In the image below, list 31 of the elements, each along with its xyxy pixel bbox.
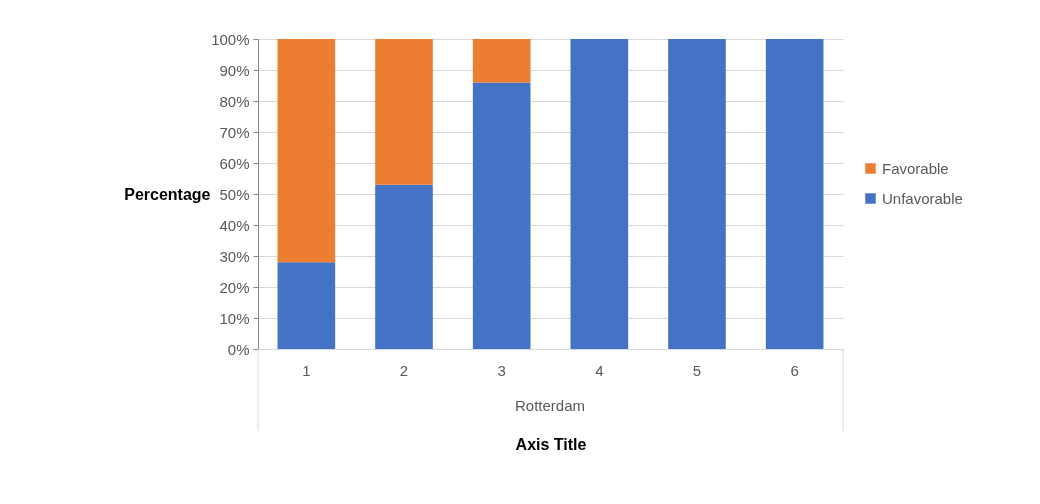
y-tick-label: 20% bbox=[219, 278, 250, 296]
bar bbox=[765, 39, 824, 349]
bar bbox=[277, 262, 336, 349]
y-axis-title: Percentage bbox=[124, 185, 211, 203]
y-tick-label: 90% bbox=[219, 61, 250, 79]
y-tick-label: 80% bbox=[219, 92, 250, 110]
text: Rotterdam bbox=[514, 397, 586, 414]
legend-label: Favorable bbox=[882, 159, 949, 177]
y-tick-label: 70% bbox=[219, 123, 250, 141]
bar bbox=[277, 39, 336, 263]
y-tick-label: 100% bbox=[211, 30, 250, 48]
bar bbox=[472, 82, 531, 349]
y-tick-label: 0% bbox=[227, 340, 250, 358]
x-tick-label: 4 bbox=[595, 361, 604, 379]
y-tick-label: 30% bbox=[219, 247, 250, 265]
y-tick-label: 10% bbox=[219, 309, 250, 327]
x-axis-title: Axis Title bbox=[515, 435, 587, 453]
x-tick-label: 3 bbox=[497, 361, 506, 379]
x-tick-label: 2 bbox=[399, 361, 409, 379]
bar bbox=[472, 39, 531, 83]
y-tick-label: 60% bbox=[219, 154, 250, 172]
x-tick-label: 5 bbox=[692, 361, 702, 379]
y-tick-label: 50% bbox=[219, 185, 250, 203]
bar bbox=[668, 39, 726, 349]
bar bbox=[570, 39, 629, 349]
y-tick-label: 40% bbox=[219, 216, 250, 234]
bar bbox=[375, 184, 433, 349]
x-tick-label: 6 bbox=[790, 361, 799, 379]
x-tick-label: 1 bbox=[302, 361, 311, 379]
legend-label: Unfavorable bbox=[882, 189, 963, 207]
bar bbox=[375, 39, 433, 185]
